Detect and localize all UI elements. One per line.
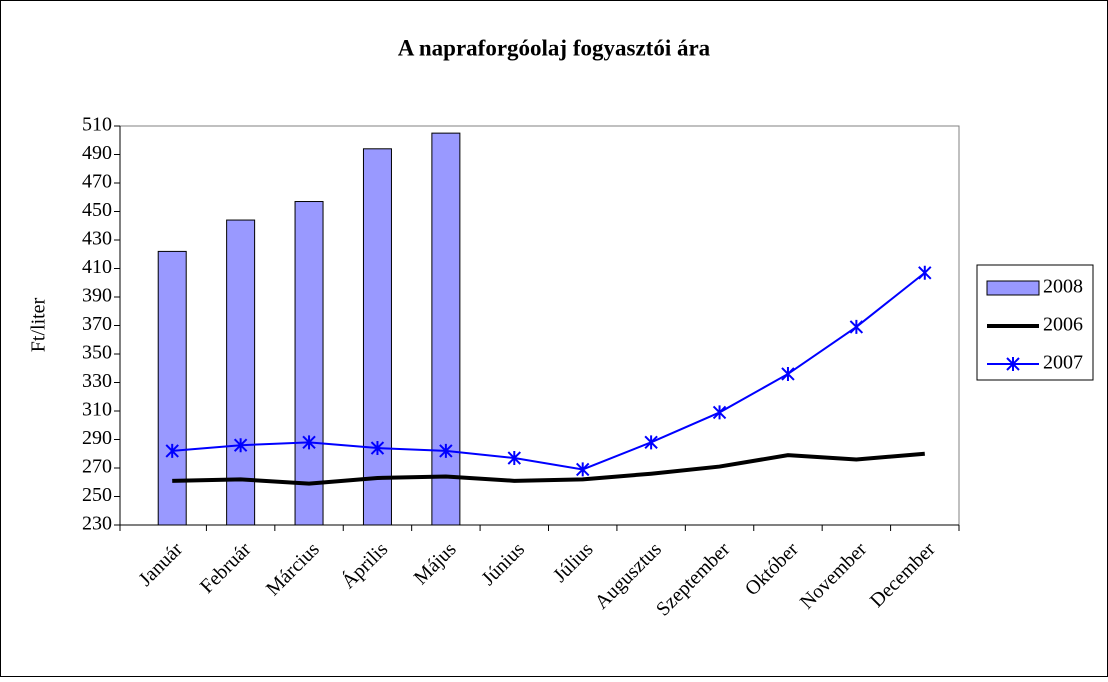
chart-title: A napraforgóolaj fogyasztói ára xyxy=(398,35,711,60)
y-tick-label: 230 xyxy=(82,513,112,535)
bar xyxy=(157,250,187,526)
y-tick-label: 410 xyxy=(82,256,112,278)
line xyxy=(172,451,925,486)
bar xyxy=(431,132,461,526)
y-tick-label: 290 xyxy=(82,427,112,449)
point-marker xyxy=(302,435,316,450)
y-tick-label: 270 xyxy=(82,456,112,478)
legend-label: 2007 xyxy=(1043,352,1083,374)
y-tick-label: 390 xyxy=(82,285,112,307)
legend-label: 2006 xyxy=(1043,314,1083,336)
bar xyxy=(294,201,324,526)
point-marker xyxy=(370,441,385,456)
point-marker xyxy=(918,265,932,280)
point-marker xyxy=(644,435,658,450)
y-tick-label: 450 xyxy=(82,199,112,221)
y-axis-label: Ft/liter xyxy=(28,297,50,352)
point-marker xyxy=(576,462,590,477)
legend-marker xyxy=(1006,357,1020,371)
y-tick-label: 470 xyxy=(82,171,112,193)
point-marker xyxy=(712,405,727,420)
bar xyxy=(362,148,392,526)
y-tick-label: 490 xyxy=(82,142,112,164)
y-tick-label: 330 xyxy=(82,370,112,392)
y-tick-label: 510 xyxy=(82,114,112,136)
point-marker xyxy=(849,319,864,334)
line xyxy=(172,271,926,471)
point-marker xyxy=(781,366,795,381)
y-tick-label: 250 xyxy=(82,484,112,506)
point-marker xyxy=(165,443,179,458)
point-marker xyxy=(233,438,248,453)
point-marker xyxy=(507,451,521,466)
point-marker xyxy=(439,443,453,458)
y-tick-label: 370 xyxy=(82,313,112,335)
y-tick-label: 430 xyxy=(82,228,112,250)
bar xyxy=(226,219,256,526)
y-tick-label: 310 xyxy=(82,399,112,421)
legend-swatch xyxy=(986,280,1040,296)
y-tick-label: 350 xyxy=(82,342,112,364)
legend-label: 2008 xyxy=(1043,276,1083,298)
